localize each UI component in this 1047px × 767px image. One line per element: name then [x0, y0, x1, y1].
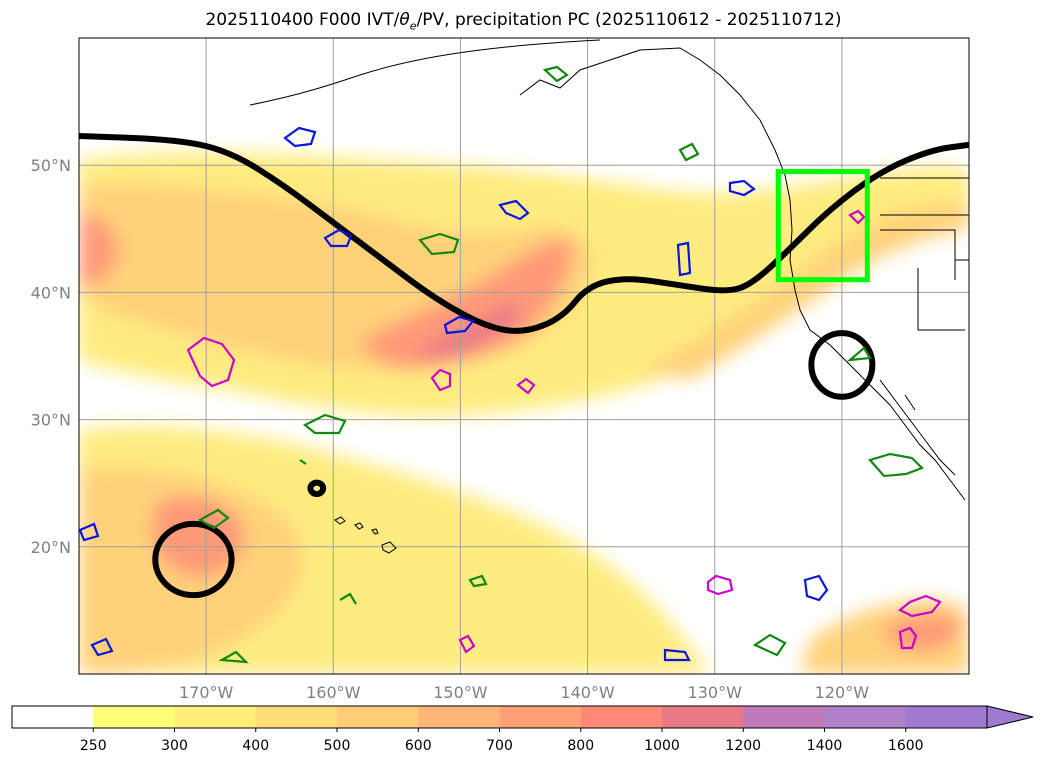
gridlines: [79, 38, 969, 674]
y-tick-label: 20°N: [31, 538, 71, 557]
colorbar-tick-label: 1400: [807, 738, 843, 754]
ivt-core: [360, 239, 572, 369]
colorbar: [11, 705, 1034, 729]
x-tick-label: 140°W: [560, 683, 615, 702]
green-contour: [542, 65, 569, 83]
colorbar-tick-label: 250: [80, 738, 107, 754]
x-tick-label: 120°W: [815, 683, 870, 702]
green-contour: [846, 346, 872, 362]
ivt-west-blob: [79, 214, 119, 285]
title-theta: θ: [399, 10, 410, 30]
green-contour: [752, 633, 787, 657]
colorbar-ticks: 250 300 400 500 600 700 800 1000 1200 1400 1600: [80, 728, 924, 754]
blue-contour: [90, 637, 114, 657]
y-tick-label: 50°N: [31, 156, 71, 175]
magenta-contour: [186, 336, 236, 388]
y-tick-label: 30°N: [31, 411, 71, 430]
hawaii-islands: [334, 516, 397, 554]
magenta-contour: [898, 626, 918, 650]
colorbar-swatch: [255, 706, 338, 728]
colorbar-extend-arrow: [986, 705, 1034, 729]
ivt-filled-contours: [79, 152, 969, 674]
colorbar-swatch: [337, 706, 419, 728]
colorbar-swatch: [905, 706, 988, 728]
ivt-southeast-core: [880, 614, 960, 651]
x-tick-label: 160°W: [306, 683, 361, 702]
pv-closed-contour: [152, 520, 235, 599]
colorbar-tick-label: 800: [567, 738, 594, 754]
magenta-contour: [897, 594, 942, 618]
theta-e-contours-magenta: [186, 209, 942, 654]
pv-closed-contour: [307, 479, 327, 498]
blue-contour: [443, 315, 475, 335]
highlight-box: [775, 169, 870, 283]
blue-contour: [283, 126, 317, 148]
blue-contour: [79, 522, 100, 542]
alaska-coast: [249, 39, 966, 501]
pv-line: [79, 132, 969, 334]
colorbar-tick-label: 700: [486, 738, 513, 754]
title-prefix: 2025110400 F000 IVT/: [205, 10, 400, 30]
x-tick-label: 130°W: [688, 683, 743, 702]
theta-e-contours-green: [197, 65, 924, 664]
colorbar-tick-label: 400: [242, 738, 269, 754]
green-contour: [868, 452, 924, 478]
colorbar-tick-label: 300: [161, 738, 188, 754]
blue-contour: [676, 241, 692, 277]
green-contour: [218, 650, 249, 664]
colorbar-swatch: [580, 706, 663, 728]
colorbar-swatch: [662, 706, 744, 728]
blue-contour: [803, 574, 829, 602]
x-axis-ticks: 170°W 160°W 150°W 140°W 130°W 120°W: [179, 683, 869, 702]
ivt-core-max: [418, 303, 521, 359]
colorbar-swatch: [12, 706, 94, 728]
ivt-east-arm: [640, 203, 969, 380]
y-tick-label: 40°N: [31, 283, 71, 302]
green-contour: [299, 459, 488, 605]
ivt-south-core: [152, 496, 245, 577]
colorbar-swatch: [499, 706, 582, 728]
coastlines: [249, 39, 969, 554]
magenta-contour: [458, 634, 476, 654]
x-tick-label: 170°W: [179, 683, 234, 702]
x-tick-label: 150°W: [433, 683, 488, 702]
pv-contours: [79, 132, 969, 599]
magenta-contour: [848, 209, 866, 225]
green-contour: [678, 142, 700, 162]
title-theta-subscript: e: [409, 19, 417, 33]
map-frame: [78, 37, 970, 675]
green-contour: [197, 508, 230, 530]
magenta-contour: [516, 377, 536, 395]
state-boundaries: [880, 177, 969, 331]
colorbar-swatch: [174, 706, 257, 728]
green-contour: [418, 232, 460, 256]
blue-contour: [498, 199, 530, 221]
blue-contour: [663, 648, 691, 662]
colorbar-tick-label: 600: [405, 738, 432, 754]
colorbar-swatch: [93, 706, 175, 728]
gulf-of-california: [879, 379, 956, 476]
pv-closed-contour: [808, 330, 876, 400]
green-contour: [302, 413, 347, 435]
magenta-contour: [430, 368, 452, 392]
blue-contour: [323, 228, 353, 248]
colorbar-tick-label: 500: [324, 738, 351, 754]
blue-contour: [728, 179, 756, 197]
magenta-contour: [706, 574, 734, 596]
title-suffix: /PV, precipitation PC (2025110612 - 2025…: [416, 10, 842, 30]
colorbar-tick-label: 1000: [644, 738, 680, 754]
colorbar-swatch: [824, 706, 907, 728]
theta-e-contours-blue: [79, 126, 829, 662]
plot-area: [79, 38, 969, 674]
chart-title: 2025110400 F000 IVT/θe/PV, precipitation…: [0, 10, 1047, 32]
colorbar-swatch: [418, 706, 500, 728]
colorbar-swatch: [743, 706, 825, 728]
y-axis-ticks: 20°N 30°N 40°N 50°N: [31, 156, 71, 557]
colorbar-tick-label: 1600: [888, 738, 924, 754]
colorbar-tick-label: 1200: [725, 738, 761, 754]
